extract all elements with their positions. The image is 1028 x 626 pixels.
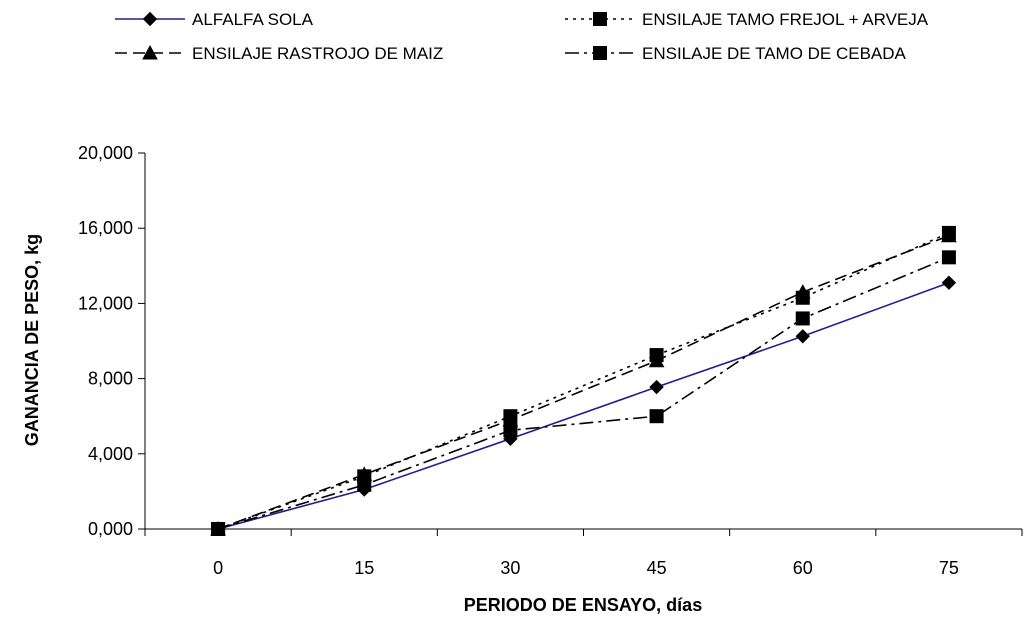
data-point bbox=[211, 522, 226, 536]
y-axis-title: GANANCIA DE PESO, kg bbox=[22, 234, 42, 446]
legend-item: ENSILAJE RASTROJO DE MAIZ bbox=[115, 44, 443, 63]
series-line bbox=[217, 256, 950, 530]
data-point bbox=[941, 227, 957, 243]
legend-item: ENSILAJE TAMO FREJOL + ARVEJA bbox=[565, 10, 929, 29]
data-point bbox=[648, 352, 665, 368]
y-tick-label: 20,000 bbox=[78, 143, 133, 163]
series-line bbox=[217, 232, 950, 530]
legend-label: ENSILAJE TAMO FREJOL + ARVEJA bbox=[642, 10, 929, 29]
series-line bbox=[217, 234, 950, 530]
x-tick-label: 15 bbox=[354, 558, 374, 578]
x-axis-title: PERIODO DE ENSAYO, días bbox=[464, 595, 702, 615]
x-tick-label: 45 bbox=[647, 558, 667, 578]
x-tick-label: 60 bbox=[793, 558, 813, 578]
data-point bbox=[649, 409, 664, 424]
series-line bbox=[217, 281, 950, 530]
legend-marker bbox=[593, 46, 607, 60]
data-point bbox=[795, 329, 810, 344]
data-point bbox=[795, 311, 810, 326]
x-tick-label: 30 bbox=[500, 558, 520, 578]
legend-label: ENSILAJE DE TAMO DE CEBADA bbox=[642, 44, 907, 63]
x-tick-label: 0 bbox=[213, 558, 223, 578]
data-point bbox=[941, 250, 956, 265]
y-tick-label: 8,000 bbox=[88, 369, 133, 389]
legend-marker bbox=[142, 44, 158, 60]
data-point bbox=[941, 275, 957, 290]
legend-label: ENSILAJE RASTROJO DE MAIZ bbox=[192, 44, 443, 63]
y-tick-label: 12,000 bbox=[78, 293, 133, 313]
legend-marker bbox=[142, 11, 158, 27]
legend: ALFALFA SOLA ENSILAJE TAMO FREJOL + ARVEJ… bbox=[115, 10, 929, 63]
data-point bbox=[794, 284, 811, 299]
y-tick-label: 4,000 bbox=[88, 444, 133, 464]
x-tick-label: 75 bbox=[939, 558, 959, 578]
data-point bbox=[649, 379, 664, 395]
series-4 bbox=[211, 250, 956, 536]
legend-label: ALFALFA SOLA bbox=[192, 10, 314, 29]
legend-item: ENSILAJE DE TAMO DE CEBADA bbox=[565, 44, 907, 63]
data-point bbox=[357, 477, 372, 492]
series-3 bbox=[210, 227, 957, 536]
y-tick-label: 0,000 bbox=[88, 519, 133, 539]
legend-item: ALFALFA SOLA bbox=[115, 10, 314, 29]
y-tick-label: 16,000 bbox=[78, 218, 133, 238]
series-group bbox=[210, 225, 957, 537]
axes: 0,000 4,000 8,000 12,000 16,000 20,000 0 15 30 45… bbox=[78, 143, 1023, 578]
legend-marker bbox=[593, 12, 607, 26]
data-point bbox=[503, 423, 518, 438]
